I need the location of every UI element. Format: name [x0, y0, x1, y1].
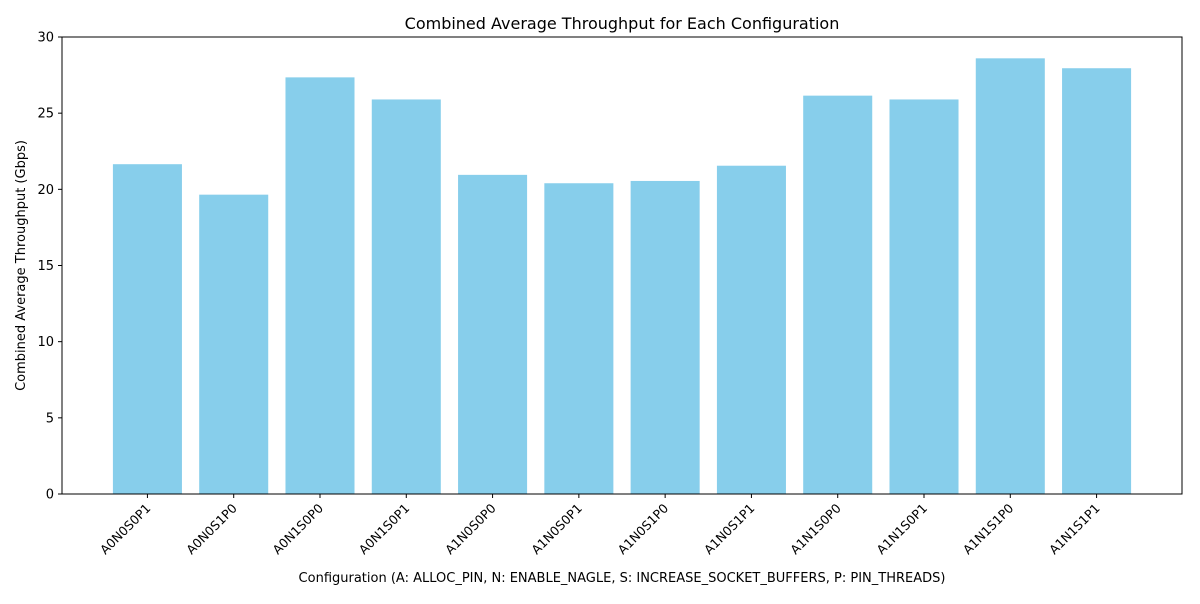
bar-A1N0S1P1 [716, 165, 786, 494]
y-tick-label: 15 [37, 259, 54, 274]
bar-A1N1S0P1 [889, 99, 959, 495]
bars-layer [112, 58, 1132, 495]
chart-title: Combined Average Throughput for Each Con… [405, 14, 840, 33]
x-tick-label: A0N0S1P0 [183, 500, 240, 557]
bar-A1N1S1P0 [975, 58, 1045, 494]
y-axis-label: Combined Average Throughput (Gbps) [14, 140, 29, 391]
x-axis: A0N0S0P1 A0N0S1P0 A0N1S0P0 A0N1S0P1 A1N0S0P0… [97, 494, 1103, 557]
x-tick-label: A1N1S0P1 [873, 501, 930, 558]
bar-A0N0S1P0 [199, 194, 269, 495]
y-tick-label: 30 [37, 31, 54, 46]
bar-A1N0S0P1 [544, 183, 614, 495]
x-tick-label: A1N0S1P0 [615, 500, 672, 557]
bar-A1N1S0P0 [803, 95, 873, 495]
x-tick-label: A1N0S1P1 [701, 501, 758, 558]
x-tick-label: A1N1S1P0 [960, 500, 1017, 557]
x-tick-label: A0N1S0P0 [269, 500, 326, 557]
y-axis: 0 5 10 15 20 25 30 [37, 31, 62, 503]
bar-A1N0S0P0 [458, 174, 528, 495]
x-tick-label: A0N1S0P1 [356, 501, 413, 558]
y-tick-label: 0 [46, 488, 54, 503]
bar-A1N0S1P0 [630, 180, 700, 494]
bar-A1N1S1P1 [1062, 68, 1132, 494]
bar-A0N1S0P0 [285, 77, 355, 495]
x-tick-label: A1N0S0P0 [442, 500, 499, 557]
bar-A0N0S0P1 [112, 164, 182, 494]
x-axis-label: Configuration (A: ALLOC_PIN, N: ENABLE_N… [299, 571, 946, 586]
bar-A0N1S0P1 [371, 99, 441, 495]
y-tick-label: 25 [37, 107, 54, 122]
x-tick-label: A0N0S0P1 [97, 501, 154, 558]
y-tick-label: 5 [46, 411, 54, 426]
x-tick-label: A1N1S0P0 [787, 500, 844, 557]
x-tick-label: A1N1S1P1 [1046, 501, 1103, 558]
y-tick-label: 10 [37, 335, 54, 350]
y-tick-label: 20 [37, 183, 54, 198]
plot-frame [61, 36, 1183, 495]
x-tick-label: A1N0S0P1 [528, 501, 585, 558]
